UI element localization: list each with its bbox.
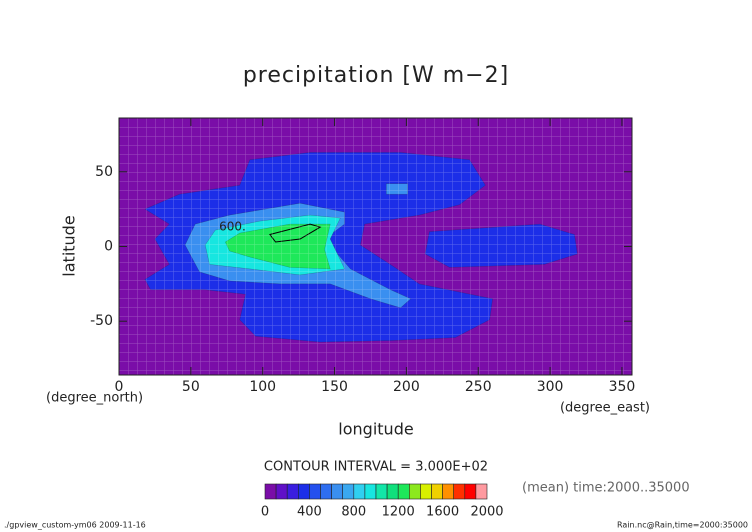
y-tick-label: 0 [104,239,113,255]
grid [119,118,632,375]
colorbar-box [431,483,443,500]
x-unit: (degree_east) [560,401,650,416]
chart-title: precipitation [W m−2] [243,63,509,88]
x-tick-label: 150 [321,379,348,395]
colorbar-box [342,483,355,500]
x-tick-label: 200 [393,379,420,395]
colorbar-box [364,483,377,500]
colorbar-tick-label: 400 [297,505,322,520]
x-tick-label: 50 [182,379,200,395]
colorbar-box [353,483,366,500]
colorbar-box [420,483,432,500]
colorbar-box [375,483,388,500]
y-tick-label: -50 [90,313,113,329]
colorbar-box [453,483,466,500]
contour-interval: CONTOUR INTERVAL = 3.000E+02 [264,460,488,475]
colorbar-box [320,483,332,500]
colorbar-tick-label: 1200 [382,505,415,520]
colorbar-box [331,483,344,500]
x-tick-label: 350 [609,379,636,395]
colorbar-box [475,483,488,500]
colorbar-tick-label: 2000 [470,505,503,520]
colorbar-box [464,483,477,500]
y-axis-label: latitude [60,215,79,276]
x-axis-label: longitude [338,420,413,439]
x-tick-label: 100 [249,379,276,395]
colorbar-box [386,483,399,500]
colorbar-box [309,483,321,500]
colorbar-box [275,483,288,500]
contour-label: 600. [219,220,246,234]
colorbar-box [286,483,299,500]
x-tick-label: 0 [115,379,124,395]
colorbar-box [264,483,277,500]
x-tick-label: 300 [537,379,564,395]
colorbar-tick-label: 800 [341,505,366,520]
y-tick-label: 50 [95,164,113,180]
colorbar-box [297,483,310,500]
y-unit: (degree_north) [46,391,143,406]
mean-note: (mean) time:2000..35000 [522,481,690,496]
colorbar-box [442,483,455,500]
x-tick-label: 250 [465,379,492,395]
colorbar-tick-label: 0 [261,505,269,520]
colorbar-tick-label: 1600 [426,505,459,520]
colorbar-box [397,483,410,500]
colorbar-box [408,483,421,500]
footer-left: ./gpview_custom-ym06 2009-11-16 [4,521,146,530]
footer-right: Rain.nc@Rain,time=2000:35000 [617,521,748,530]
